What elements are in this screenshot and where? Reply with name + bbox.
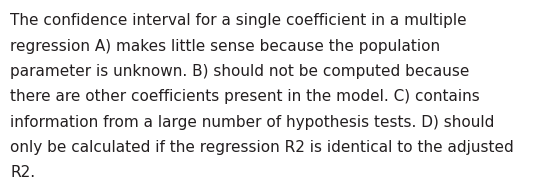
Text: regression A) makes little sense because the population: regression A) makes little sense because… [10,39,440,54]
Text: only be calculated if the regression R2 is identical to the adjusted: only be calculated if the regression R2 … [10,140,514,155]
Text: information from a large number of hypothesis tests. D) should: information from a large number of hypot… [10,115,494,130]
Text: The confidence interval for a single coefficient in a multiple: The confidence interval for a single coe… [10,13,466,28]
Text: R2.: R2. [10,165,35,180]
Text: there are other coefficients present in the model. C) contains: there are other coefficients present in … [10,89,480,104]
Text: parameter is unknown. B) should not be computed because: parameter is unknown. B) should not be c… [10,64,469,79]
